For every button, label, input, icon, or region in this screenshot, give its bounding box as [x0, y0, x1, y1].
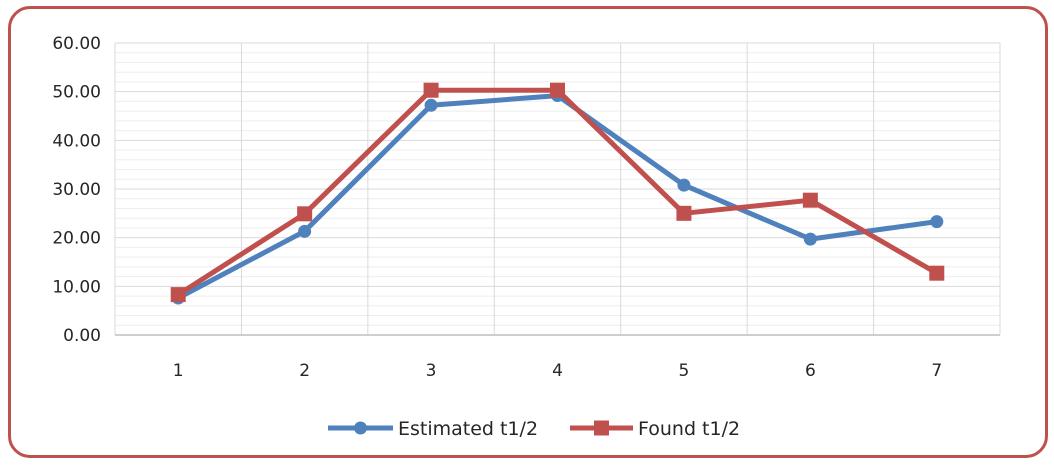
x-tick-label: 3: [426, 361, 437, 381]
axis-layer: 0.00 10.00 20.00 30.00 40.00 50.00 60.00 1 2 3 4 5 6…: [52, 34, 1000, 381]
data-point: [930, 215, 944, 229]
data-point: [803, 232, 817, 246]
x-tick-label: 7: [931, 361, 942, 381]
y-tick-label: 20.00: [52, 229, 101, 249]
data-point: [677, 178, 691, 192]
x-tick-label: 2: [299, 361, 310, 381]
legend-label: Estimated t1/2: [398, 418, 538, 440]
x-tick-label: 5: [679, 361, 690, 381]
y-tick-label: 40.00: [52, 131, 101, 151]
legend-label: Found t1/2: [638, 418, 740, 440]
data-point: [929, 265, 945, 281]
y-tick-label: 50.00: [52, 83, 101, 103]
series-layer: [170, 82, 945, 305]
data-point: [298, 224, 312, 238]
y-tick-label: 10.00: [52, 277, 101, 297]
legend: Estimated t1/2 Found t1/2: [328, 418, 740, 440]
y-tick-label: 60.00: [52, 34, 101, 54]
series-line: [175, 93, 940, 301]
data-point: [802, 192, 818, 208]
x-tick-label: 6: [805, 361, 816, 381]
legend-marker: [354, 421, 367, 435]
x-tick-label: 1: [173, 361, 184, 381]
data-point: [170, 287, 186, 303]
data-point: [297, 206, 313, 222]
y-tick-label: 30.00: [52, 180, 101, 200]
y-tick-label: 0.00: [63, 326, 101, 346]
grid-layer: [114, 42, 1001, 335]
data-point: [424, 98, 438, 112]
data-point: [676, 205, 692, 221]
x-tick-label: 4: [552, 361, 563, 381]
legend-marker: [594, 420, 609, 436]
data-point: [550, 82, 565, 98]
data-point: [423, 82, 439, 98]
